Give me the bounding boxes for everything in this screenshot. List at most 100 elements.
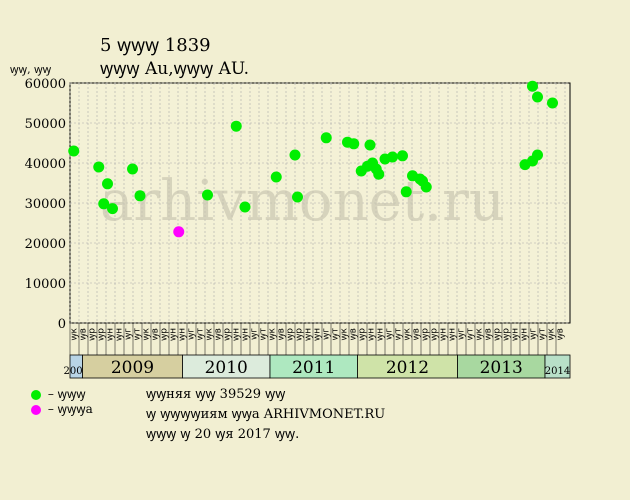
- data-point-green: [397, 150, 408, 162]
- x-slot-label: ꝡк: [142, 327, 152, 340]
- x-slot-label: ꝡн: [520, 328, 530, 341]
- x-slot-label: ꝡк: [205, 327, 215, 340]
- x-slot-label: ꝡг: [124, 328, 134, 340]
- x-slot-label: ꝡг: [250, 328, 260, 340]
- x-slot-label: ꝡн: [313, 328, 323, 341]
- y-tick-label: 50000: [25, 117, 66, 132]
- data-point-green: [532, 91, 543, 103]
- y-tick-label: 20000: [25, 237, 66, 252]
- year-label: 2010: [205, 358, 248, 378]
- x-slot-label: ꝡн: [439, 328, 449, 341]
- x-slot-label: ꝡв: [277, 328, 287, 340]
- legend-green-marker: [31, 389, 41, 400]
- x-slot-label: ꝡг: [529, 328, 539, 340]
- x-slot-label: ꝡв: [151, 328, 161, 340]
- data-point-green: [107, 203, 118, 215]
- legend-green-label: – ꝡꝡꝡ: [47, 387, 86, 401]
- x-slot-label: ꝡк: [70, 327, 80, 340]
- x-slot-label: ꝡр: [160, 328, 170, 341]
- data-point-green: [387, 151, 398, 163]
- data-point-green: [202, 189, 213, 201]
- legend-item-magenta: – ꝡꝡꝡa: [30, 400, 93, 417]
- x-slot-label: ꝡн: [178, 328, 188, 341]
- data-point-green: [420, 181, 432, 193]
- year-label: 2009: [111, 358, 154, 378]
- x-slot-label: ꝡр: [421, 328, 431, 341]
- legend-magenta-label: – ꝡꝡꝡa: [47, 402, 93, 416]
- source-text: ꝡ ꝡꝡꝡꝡиям ꝡꝡa ARHIVMONET.RU: [146, 407, 386, 422]
- x-slot-label: ꝡн: [106, 328, 116, 341]
- x-slot-label: ꝡв: [412, 328, 422, 340]
- data-point-green: [93, 161, 105, 173]
- y-axis-label: ꝡꝡ, ꝡꝡ: [10, 63, 52, 76]
- x-slot-label: ꝡр: [97, 328, 107, 341]
- x-slot-label: ꝡн: [511, 328, 521, 341]
- watermark: arhivmonet.ru: [100, 169, 505, 234]
- x-slot-label: ꝡк: [403, 327, 413, 340]
- data-point-green: [320, 132, 332, 144]
- year-label: 2012: [386, 358, 429, 378]
- year-label: 2013: [480, 358, 523, 378]
- data-point-green: [68, 145, 80, 157]
- y-tick-label: 60000: [25, 77, 66, 92]
- x-slot-label: ꝡк: [340, 327, 350, 340]
- y-tick-label: 0: [58, 317, 66, 332]
- x-slot-label: ꝡр: [502, 328, 512, 341]
- x-slot-label: ꝡг: [385, 328, 395, 340]
- data-point-magenta: [173, 226, 185, 238]
- x-slot-label: ꝡв: [484, 328, 494, 340]
- data-point-green: [373, 168, 385, 180]
- x-slot-label: ꝡг: [322, 328, 332, 340]
- x-slot-label: ꝡн: [115, 328, 125, 341]
- legend-magenta-marker: [31, 404, 41, 415]
- year-label: 2008: [64, 366, 89, 377]
- x-slot-label: ꝡр: [223, 328, 233, 341]
- x-slot-label: ꝡн: [241, 328, 251, 341]
- chart-subtitle: ꝡꝡꝡ Au,ꝡꝡꝡ AU.: [100, 59, 250, 79]
- x-slot-label: ꝡн: [304, 328, 314, 341]
- date-text: ꝡꝡꝡ ꝡ 20 ꝡя 2017 ꝡꝡ.: [146, 427, 300, 442]
- data-point-green: [364, 139, 376, 151]
- x-slot-label: ꝡк: [547, 327, 557, 340]
- data-point-green: [292, 191, 303, 203]
- x-slot-label: ꝡт: [394, 328, 404, 340]
- x-slot-label: ꝡр: [358, 328, 368, 341]
- y-tick-label: 10000: [25, 277, 66, 292]
- x-slot-label: ꝡн: [448, 328, 458, 341]
- data-point-green: [532, 149, 543, 161]
- legend-item-green: – ꝡꝡꝡ: [30, 385, 86, 402]
- x-slot-label: ꝡн: [367, 328, 377, 341]
- x-slot-label: ꝡт: [196, 328, 206, 340]
- data-point-green: [239, 201, 251, 213]
- x-slot-label: ꝡр: [430, 328, 440, 341]
- data-point-green: [127, 163, 138, 175]
- x-slot-label: ꝡг: [457, 328, 467, 340]
- x-slot-label: ꝡк: [268, 327, 278, 340]
- x-slot-label: ꝡк: [475, 327, 485, 340]
- data-point-green: [289, 149, 301, 161]
- x-slot-label: ꝡн: [169, 328, 179, 341]
- data-point-green: [102, 178, 113, 190]
- chart-title: 5 ꝡꝡꝡ 1839: [100, 35, 211, 56]
- year-label: 2014: [545, 366, 570, 377]
- x-slot-label: ꝡг: [187, 328, 197, 340]
- year-label: 2011: [292, 358, 335, 378]
- x-slot-label: ꝡт: [259, 328, 269, 340]
- x-slot-label: ꝡв: [79, 328, 89, 340]
- data-point-green: [230, 120, 242, 132]
- x-slot-label: ꝡв: [214, 328, 224, 340]
- y-tick-label: 40000: [25, 157, 66, 172]
- data-point-green: [527, 80, 538, 92]
- average-price-text: ꝡꝡняя ꝡꝡ 39529 ꝡꝡ: [146, 387, 286, 402]
- y-tick-label: 30000: [25, 197, 66, 212]
- x-slot-label: ꝡн: [376, 328, 386, 341]
- x-slot-label: ꝡв: [349, 328, 359, 340]
- x-slot-label: ꝡт: [133, 328, 143, 340]
- data-point-green: [98, 198, 110, 210]
- x-slot-label: ꝡр: [286, 328, 296, 341]
- x-slot-label: ꝡт: [331, 328, 341, 340]
- data-point-green: [270, 171, 282, 183]
- data-point-green: [400, 186, 412, 198]
- x-slot-label: ꝡв: [556, 328, 566, 340]
